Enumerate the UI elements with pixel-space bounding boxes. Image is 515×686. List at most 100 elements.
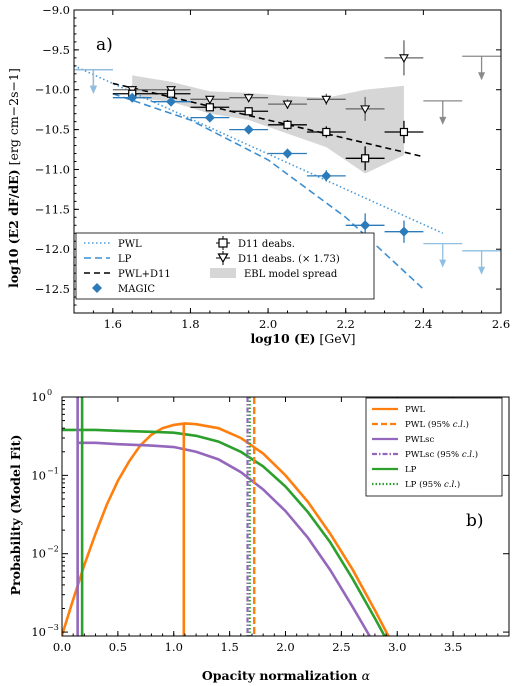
magic-point [190, 112, 230, 123]
a-ytick-label: −10.0 [35, 83, 70, 97]
magic-point [384, 220, 424, 243]
blue-upper-limit [462, 250, 501, 275]
magic-point [268, 148, 307, 159]
legend-ebl-swatch [210, 268, 236, 278]
d11-marker [361, 154, 370, 163]
legend-b-pwlsc-cl-close: ) [475, 449, 478, 460]
legend-b-pwl-cl-close: ) [466, 419, 469, 430]
panel-a-ylabel-unit: [erg cm−2s−1] [6, 68, 21, 165]
lp-probability-curve [62, 428, 387, 636]
legend-b-lp-cl-text: LP (95% [405, 479, 444, 490]
d11x-point [229, 93, 269, 103]
b-ytick-exponent: 0 [47, 388, 52, 397]
b-ytick-label: 10 [31, 547, 46, 561]
d11-marker [322, 127, 331, 137]
d11x-point [345, 96, 385, 121]
panel-a-xlabel: log10 (E) [GeV] [250, 331, 355, 346]
b-xtick-label: 0.0 [53, 640, 71, 654]
blue-upper-limit-arrow [439, 259, 447, 268]
panel-b-ylabel: Probability (Model Fit) [8, 435, 23, 596]
legend-d11x-label: D11 deabs. (× 1.73) [238, 254, 340, 265]
d11x-marker [204, 95, 215, 105]
blue-upper-limit-arrow [478, 266, 486, 275]
magic-marker [166, 96, 177, 107]
probability-curves-layer [62, 422, 390, 636]
pwlsc-probability-curve [76, 441, 372, 636]
panel-a-legend: PWL LP PWL+D11 MAGIC D11 deabs. D11 deab… [75, 232, 375, 300]
legend-b-pwl-cl-text: PWL (95% [405, 419, 453, 430]
data-points-layer [74, 40, 501, 275]
magic-marker [243, 124, 254, 135]
magic-point [151, 96, 191, 107]
gray-upper-limit-arrow [439, 116, 447, 125]
panel-b-legend-box [365, 397, 503, 497]
b-xtick-label: 3.0 [388, 640, 406, 654]
pwl-d11-fit-line [112, 82, 424, 158]
d11-point [345, 146, 385, 171]
d11-point [229, 107, 269, 116]
gray-upper-limit [423, 100, 463, 125]
a-xtick-label: 1.8 [181, 317, 199, 331]
magic-marker [127, 92, 138, 103]
a-ytick-label: −9.0 [42, 3, 70, 17]
d11x-marker [399, 54, 409, 63]
b-xtick-label: 1.0 [165, 640, 183, 654]
legend-b-pwl-label: PWL [405, 405, 425, 415]
b-ytick-label: 10 [31, 390, 46, 404]
legend-pwl-label: PWL [118, 239, 142, 250]
legend-b-pwl-cl-label: PWL (95% c.l.) [405, 419, 469, 430]
magic-marker [398, 226, 409, 237]
legend-b-pwl-cl-italic: c.l. [453, 420, 466, 430]
d11-point [306, 126, 346, 138]
legend-ebl-label: EBL model spread [244, 269, 338, 280]
magic-point [112, 92, 152, 103]
a-xtick-label: 2.4 [414, 317, 432, 331]
gray-upper-limit-arrow [478, 72, 486, 81]
b-xtick-label: 1.5 [220, 640, 238, 654]
d11-point [190, 103, 230, 112]
d11x-marker [282, 100, 293, 110]
panel-b-xlabel-symbol: α [362, 668, 371, 683]
legend-b-pwlsc-cl-label: PWLsc (95% c.l.) [405, 449, 478, 460]
pwl-probability-curve [62, 422, 390, 636]
legend-d11x-marker [216, 251, 230, 265]
a-xtick-label: 1.6 [104, 317, 122, 331]
d11-marker [399, 127, 409, 137]
blue-upper-limit-arrow [89, 85, 97, 94]
a-xtick-label: 2.6 [492, 317, 510, 331]
legend-magic-marker [92, 283, 102, 293]
a-xtick-label: 2.0 [259, 317, 277, 331]
magic-point [345, 213, 385, 238]
b-xtick-label: 2.0 [276, 640, 294, 654]
b-ytick-label: 10 [31, 625, 46, 639]
blue-upper-limit [423, 242, 463, 268]
b-ytick-label: 10 [31, 468, 46, 482]
d11x-point [190, 95, 230, 105]
vertical-lines-layer [76, 397, 256, 636]
d11x-point [384, 40, 424, 76]
legend-pwld11-label: PWL+D11 [118, 269, 171, 280]
d11x-point [268, 99, 307, 110]
b-xtick-label: 3.5 [444, 640, 462, 654]
b-ytick-exponent: −2 [47, 545, 59, 554]
legend-b-lp-cl-italic: c.l. [444, 480, 457, 490]
magic-marker [321, 170, 332, 181]
d11-marker [166, 89, 176, 98]
b-ytick-exponent: −3 [47, 623, 59, 632]
gray-upper-limit [462, 55, 501, 81]
d11x-marker [243, 94, 254, 103]
magic-point [306, 170, 346, 182]
b-xtick-label: 2.5 [332, 640, 350, 654]
legend-b-lp-label: LP [405, 465, 417, 475]
panel-a-xlabel-unit: [GeV] [319, 331, 355, 346]
blue-upper-limit [74, 69, 113, 94]
panel-b-xlabel-main: Opacity normalization [202, 668, 362, 683]
b-xtick-label: 0.5 [109, 640, 127, 654]
panel-a-ticks: 1.6 1.8 2.0 2.2 2.4 2.6 −9.0 −9.5 −10.0 −10.5 −11.… [35, 3, 510, 331]
a-xtick-label: 2.2 [337, 317, 355, 331]
panel-a: 1.6 1.8 2.0 2.2 2.4 2.6 −9.0 −9.5 −10.0 −10.5 −11.… [6, 3, 510, 346]
magic-marker [282, 148, 293, 159]
